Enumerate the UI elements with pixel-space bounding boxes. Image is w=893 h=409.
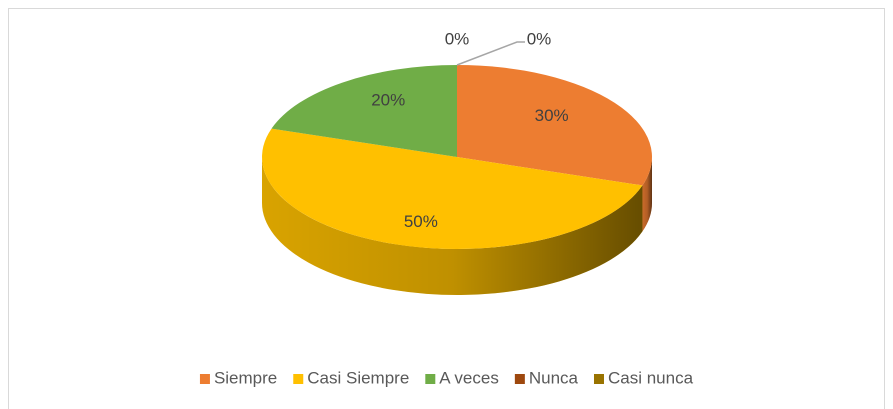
legend-label: Casi nunca [608,368,694,387]
data-labels: 30% 50% 20% 0% 0% [371,29,568,231]
slice [262,128,643,249]
slice [457,65,652,186]
data-label: 30% [535,106,569,125]
legend-label: Siempre [214,368,277,387]
slice [271,65,457,157]
legend-label: A veces [439,368,499,387]
legend-swatch [293,374,304,384]
leader-line [456,41,525,66]
legend-label: Nunca [529,368,579,387]
data-label: 50% [404,212,438,231]
data-label: 0% [445,29,470,48]
legend-swatch [514,374,525,384]
legend: Siempre Casi Siempre A veces Nunca Casi nunc… [199,368,694,387]
pie-sides [262,157,652,295]
data-label: 0% [527,29,552,48]
legend-label: Casi Siempre [307,368,409,387]
side-shade [262,157,643,295]
legend-swatch [425,374,436,384]
legend-swatch [199,374,210,384]
pie-tops [262,65,652,249]
side-shade [642,157,652,232]
data-label: 20% [371,91,405,110]
legend-swatch [593,374,604,384]
